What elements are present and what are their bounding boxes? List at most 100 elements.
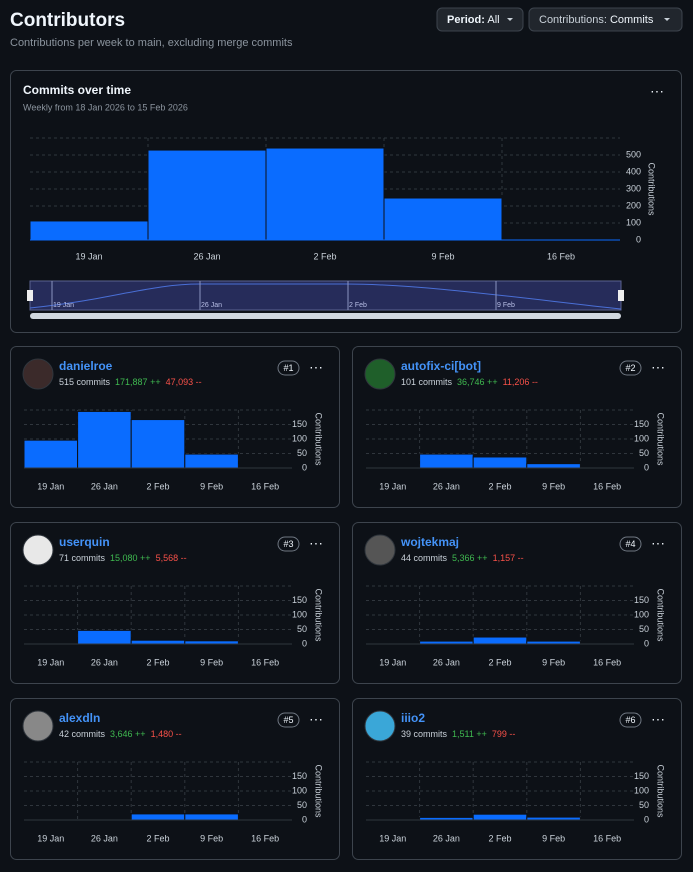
- x-tick-label: 26 Jan: [433, 657, 460, 667]
- y-tick-label: 500: [626, 149, 641, 159]
- more-menu[interactable]: ···: [651, 359, 665, 375]
- brush-line: [29, 283, 622, 310]
- y-tick-label: 100: [292, 433, 307, 443]
- brush-handle[interactable]: [27, 290, 33, 301]
- button-value: Commits: [610, 14, 654, 26]
- x-tick-label: 2 Feb: [146, 481, 169, 491]
- y-tick-label: 300: [626, 183, 641, 193]
- contributor-stats: 44 commits 5,366 ++ 1,157 --: [401, 553, 524, 563]
- x-tick-label: 9 Feb: [542, 833, 565, 843]
- x-tick-label: 19 Jan: [37, 657, 64, 667]
- x-tick-label: 16 Feb: [593, 833, 621, 843]
- bar: [472, 813, 528, 821]
- commit-count: 39 commits: [401, 729, 448, 739]
- rank-badge: [619, 360, 642, 376]
- y-tick-label: 0: [644, 638, 649, 648]
- x-tick-label: 16 Feb: [593, 657, 621, 667]
- brush-handle[interactable]: [618, 290, 624, 301]
- x-tick-label: 19 Jan: [379, 657, 406, 667]
- x-tick-label: 16 Feb: [547, 251, 575, 261]
- more-menu[interactable]: ···: [309, 535, 323, 551]
- svg-text:Period: All: Period: All: [447, 14, 500, 26]
- x-tick-label: 9 Feb: [200, 657, 223, 667]
- x-tick-label: 2 Feb: [488, 657, 511, 667]
- x-tick-label: 9 Feb: [542, 481, 565, 491]
- y-tick-label: 0: [302, 638, 307, 648]
- contributor-stats: 42 commits 3,646 ++ 1,480 --: [59, 729, 182, 739]
- y-axis-title: Contributions: [656, 412, 666, 466]
- avatar: [22, 710, 54, 742]
- period-button[interactable]: Period: All: [436, 7, 524, 32]
- x-tick-label: 16 Feb: [251, 833, 279, 843]
- y-tick-label: 50: [297, 448, 307, 458]
- rank-badge: [277, 536, 300, 552]
- contributor-name[interactable]: iiio2: [401, 711, 425, 725]
- y-tick-label: 400: [626, 166, 641, 176]
- y-axis-title: Contributions: [647, 162, 657, 216]
- svg-text:Contributions: Commits: Contributions: Commits: [539, 14, 654, 26]
- y-tick-label: 100: [634, 785, 649, 795]
- x-tick-label: 2 Feb: [146, 833, 169, 843]
- bar: [184, 453, 239, 469]
- bar: [147, 149, 267, 241]
- contributor-name[interactable]: danielroe: [59, 359, 113, 373]
- more-menu[interactable]: ···: [651, 711, 665, 727]
- y-tick-label: 150: [634, 419, 649, 429]
- deletions: 11,206 --: [503, 377, 538, 387]
- y-axis-title: Contributions: [314, 412, 324, 466]
- more-menu[interactable]: ···: [650, 83, 664, 99]
- button-value: All: [487, 14, 499, 26]
- contributor-card: [10, 698, 340, 860]
- contributor-name[interactable]: wojtekmaj: [400, 535, 459, 549]
- contributor-name[interactable]: autofix-ci[bot]: [401, 359, 481, 373]
- x-tick-label: 2 Feb: [146, 657, 169, 667]
- commit-count: 71 commits: [59, 553, 106, 563]
- x-tick-label: 2 Feb: [313, 251, 336, 261]
- rank: #2: [625, 363, 635, 373]
- commit-count: 101 commits: [401, 377, 453, 387]
- additions: 171,887 ++: [115, 377, 161, 387]
- contributor-stats: 39 commits 1,511 ++ 799 --: [401, 729, 515, 739]
- page-title: Contributors: [10, 10, 125, 31]
- y-tick-label: 100: [626, 217, 641, 227]
- commit-count: 44 commits: [401, 553, 448, 563]
- y-tick-label: 150: [634, 771, 649, 781]
- rank: #6: [625, 715, 635, 725]
- x-tick-label: 9 Feb: [200, 481, 223, 491]
- additions: 1,511 ++: [452, 729, 487, 739]
- more-menu[interactable]: ···: [309, 711, 323, 727]
- x-tick-label: 9 Feb: [200, 833, 223, 843]
- brush-label: 19 Jan: [53, 302, 74, 309]
- x-tick-label: 19 Jan: [75, 251, 102, 261]
- x-tick-label: 2 Feb: [488, 481, 511, 491]
- bar: [265, 147, 385, 241]
- bar: [419, 453, 474, 469]
- range-brush[interactable]: [27, 280, 624, 319]
- avatar: [22, 358, 54, 390]
- scrollbar[interactable]: [30, 313, 621, 319]
- y-axis-title: Contributions: [656, 588, 666, 642]
- contributions-button[interactable]: Contributions: Commits: [528, 7, 683, 32]
- y-tick-label: 150: [634, 595, 649, 605]
- x-tick-label: 26 Jan: [193, 251, 220, 261]
- more-menu[interactable]: ···: [309, 359, 323, 375]
- deletions: 1,157 --: [493, 553, 524, 563]
- contributor-name[interactable]: userquin: [59, 535, 110, 549]
- bar: [184, 813, 239, 821]
- more-menu[interactable]: ···: [651, 535, 665, 551]
- avatar: [364, 358, 396, 390]
- bar: [472, 456, 528, 469]
- contributor-name[interactable]: alexdln: [59, 711, 100, 725]
- bar: [526, 463, 581, 469]
- deletions: 1,480 --: [151, 729, 182, 739]
- rank-badge: [277, 360, 300, 376]
- x-tick-label: 16 Feb: [593, 481, 621, 491]
- y-tick-label: 0: [302, 814, 307, 824]
- y-tick-label: 50: [639, 624, 649, 634]
- rank-badge: [619, 712, 642, 728]
- x-tick-label: 16 Feb: [251, 481, 279, 491]
- y-axis-title: Contributions: [656, 764, 666, 818]
- y-tick-label: 0: [644, 814, 649, 824]
- y-tick-label: 150: [292, 771, 307, 781]
